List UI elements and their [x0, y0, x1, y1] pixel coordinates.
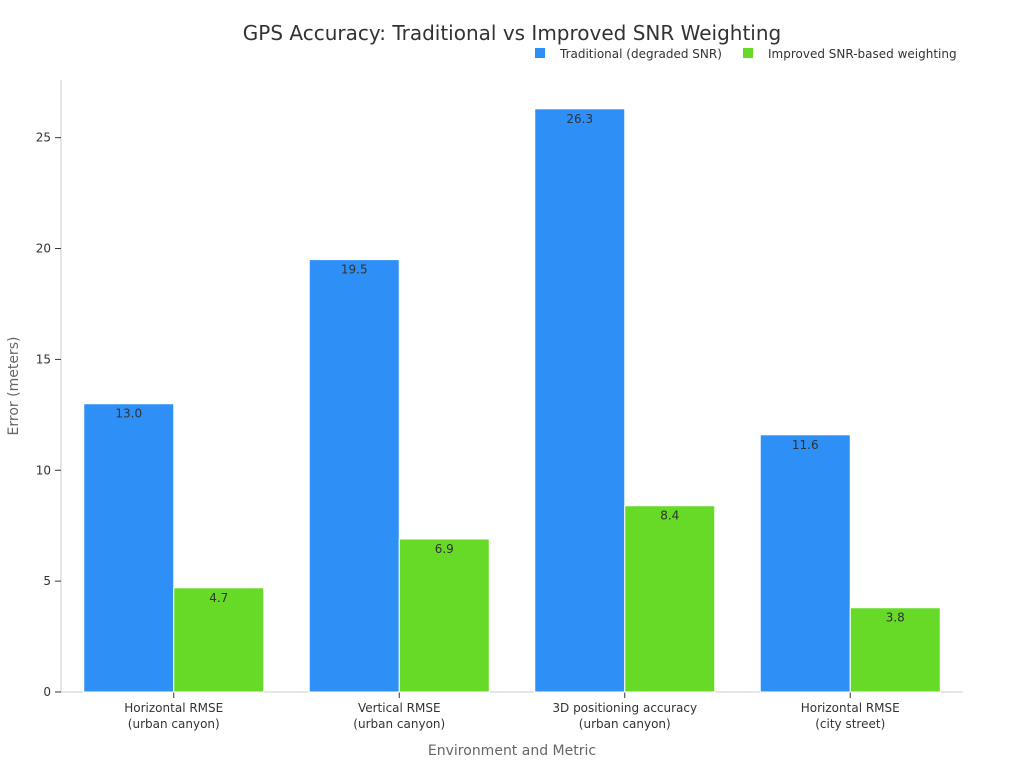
- bar-improved: [624, 505, 716, 693]
- y-tick-label: 5: [43, 574, 51, 588]
- data-label-traditional: 11.6: [792, 438, 819, 452]
- y-tick-label: 20: [36, 242, 51, 256]
- bar-improved: [398, 538, 490, 693]
- y-tick-label: 15: [36, 352, 51, 366]
- data-label-improved: 8.4: [660, 509, 679, 523]
- data-label-improved: 6.9: [435, 542, 454, 556]
- bar-traditional: [759, 434, 851, 693]
- x-tick-label: Vertical RMSE (urban canyon): [353, 701, 445, 731]
- bar-labels: 13.0 4.7 19.5 6.9 26.3 8.4 11.6 3.8: [115, 112, 904, 625]
- bar-improved: [849, 607, 941, 693]
- x-axis-title: Environment and Metric: [428, 743, 596, 759]
- bar-traditional: [308, 259, 400, 693]
- data-label-improved: 3.8: [886, 611, 905, 625]
- y-tick-label: 0: [43, 685, 51, 699]
- legend-swatch-traditional: [535, 48, 545, 58]
- legend: Traditional (degraded SNR) Improved SNR-…: [535, 47, 957, 61]
- x-tick-label: 3D positioning accuracy (urban canyon): [552, 701, 697, 731]
- legend-swatch-improved: [743, 48, 753, 58]
- bar-improved: [173, 587, 265, 693]
- x-tick-label: Horizontal RMSE (city street): [801, 701, 900, 731]
- bar-traditional: [83, 403, 175, 693]
- bar-traditional: [534, 108, 626, 693]
- chart-title: GPS Accuracy: Traditional vs Improved SN…: [243, 21, 781, 45]
- data-label-improved: 4.7: [209, 591, 228, 605]
- x-tick-label: Horizontal RMSE (urban canyon): [124, 701, 223, 731]
- x-axis: Horizontal RMSE (urban canyon) Vertical RM…: [61, 691, 963, 731]
- y-tick-label: 10: [36, 463, 51, 477]
- data-label-traditional: 26.3: [566, 112, 593, 126]
- bars: [83, 108, 941, 693]
- legend-label-improved: Improved SNR-based weighting: [768, 47, 957, 61]
- data-label-traditional: 19.5: [341, 263, 368, 277]
- y-axis: 0 5 10 15 20 25: [36, 80, 62, 699]
- y-axis-title: Error (meters): [6, 337, 22, 436]
- y-tick-label: 25: [36, 131, 51, 145]
- legend-label-traditional: Traditional (degraded SNR): [559, 47, 722, 61]
- data-label-traditional: 13.0: [115, 407, 142, 421]
